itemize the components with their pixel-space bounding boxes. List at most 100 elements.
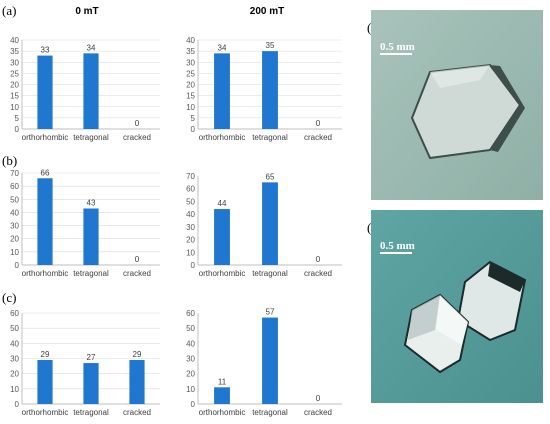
y-tick-label: 10	[10, 248, 19, 257]
y-tick-label: 10	[186, 248, 195, 257]
chart-a-0mt: 0 5 10 15 20 25 30 35 40 33 orthorhombic 34 tetragon…	[10, 36, 160, 142]
y-tick-label: 30	[186, 58, 195, 67]
category-label: cracked	[304, 408, 332, 417]
y-tick-label: 10	[186, 385, 195, 394]
category-label: tetragonal	[252, 133, 288, 142]
data-label: 35	[266, 41, 275, 50]
y-tick-label: 35	[10, 47, 19, 56]
y-tick-label: 70	[186, 172, 195, 181]
crystal-photo-d: 0.5 mm	[371, 10, 543, 200]
y-tick-label: 10	[186, 103, 195, 112]
y-tick-label: 60	[186, 185, 195, 194]
column-title-200mt: 200 mT	[250, 6, 284, 17]
y-tick-label: 20	[186, 236, 195, 245]
category-label: orthorhombic	[22, 269, 69, 278]
y-tick-label: 30	[10, 222, 19, 231]
chart-b-0mt: 0 10 20 30 40 50 60 70 66 orthorhombic 43 tetragona…	[10, 168, 160, 278]
data-label: 33	[41, 46, 50, 55]
category-label: cracked	[123, 133, 151, 142]
y-tick-label: 5	[191, 114, 196, 123]
chart-a-200mt: 0 5 10 15 20 25 30 35 40 34 orthorhombic 35 tetragon…	[186, 36, 342, 142]
category-label: tetragonal	[252, 269, 288, 278]
category-label: cracked	[123, 408, 151, 417]
category-label: cracked	[123, 269, 151, 278]
data-label: 0	[135, 255, 140, 264]
bar-tetragonal	[83, 363, 99, 404]
category-label: cracked	[304, 269, 332, 278]
panel-label-b: (b)	[2, 153, 17, 168]
y-tick-label: 70	[10, 169, 19, 178]
category-label: orthorhombic	[199, 269, 246, 278]
category-label: tetragonal	[252, 408, 288, 417]
y-tick-label: 0	[191, 400, 196, 409]
y-tick-label: 60	[186, 309, 195, 318]
y-tick-label: 25	[10, 69, 19, 78]
bar-orthorhombic	[214, 387, 230, 404]
y-tick-label: 15	[186, 92, 195, 101]
y-tick-label: 30	[10, 58, 19, 67]
y-tick-label: 40	[186, 339, 195, 348]
panel-label-a: (a)	[2, 3, 16, 18]
y-tick-label: 50	[186, 197, 195, 206]
chart-b-200mt: 0 10 20 30 40 50 60 70 44 orthorhombic 65 tetragona…	[186, 172, 342, 278]
y-tick-label: 50	[186, 324, 195, 333]
y-tick-label: 20	[186, 370, 195, 379]
panel-label-c: (c)	[2, 290, 16, 305]
y-tick-label: 20	[10, 370, 19, 379]
y-tick-label: 35	[186, 47, 195, 56]
bar-orthorhombic	[214, 53, 230, 129]
chart-c-200mt: 0 10 20 30 40 50 60 11 orthorhombic 57 tetragonal 0…	[186, 308, 342, 417]
y-tick-label: 40	[186, 36, 195, 45]
bar-tetragonal	[83, 53, 99, 129]
data-label: 29	[41, 350, 50, 359]
data-label: 43	[87, 198, 96, 207]
bar-orthorhombic	[37, 360, 53, 404]
y-tick-label: 0	[15, 400, 20, 409]
data-label: 34	[87, 43, 96, 52]
data-label: 11	[218, 377, 227, 386]
data-label: 0	[316, 394, 321, 403]
bar-orthorhombic	[214, 209, 230, 265]
category-label: orthorhombic	[22, 408, 69, 417]
data-label: 44	[218, 199, 227, 208]
data-label: 66	[41, 168, 50, 177]
crystal-photo-e: 0.5 mm	[371, 210, 543, 403]
category-label: cracked	[304, 133, 332, 142]
y-tick-label: 30	[10, 355, 19, 364]
y-tick-label: 40	[10, 208, 19, 217]
y-tick-label: 50	[10, 324, 19, 333]
data-label: 57	[266, 308, 275, 317]
bar-tetragonal	[83, 208, 99, 265]
chart-c-0mt: 0 10 20 30 40 50 60 29 orthorhombic 27 tetragonal 2…	[10, 309, 160, 417]
y-tick-label: 30	[186, 223, 195, 232]
y-tick-label: 5	[15, 114, 20, 123]
y-tick-label: 0	[15, 125, 20, 134]
data-label: 0	[316, 255, 321, 264]
y-tick-label: 0	[191, 261, 196, 270]
bar-tetragonal	[262, 51, 278, 129]
y-tick-label: 10	[10, 385, 19, 394]
y-tick-label: 20	[186, 81, 195, 90]
y-tick-label: 60	[10, 182, 19, 191]
data-label: 0	[316, 119, 321, 128]
y-tick-label: 30	[186, 355, 195, 364]
y-tick-label: 15	[10, 92, 19, 101]
category-label: orthorhombic	[199, 408, 246, 417]
data-label: 65	[266, 172, 275, 181]
y-tick-label: 0	[191, 125, 196, 134]
y-tick-label: 0	[15, 261, 20, 270]
data-label: 0	[135, 119, 140, 128]
y-tick-label: 40	[186, 210, 195, 219]
column-title-0mt: 0 mT	[75, 6, 98, 17]
category-label: tetragonal	[73, 408, 109, 417]
bar-orthorhombic	[37, 55, 53, 130]
category-label: orthorhombic	[22, 133, 69, 142]
scale-bar-d: 0.5 mm	[380, 41, 415, 53]
y-tick-label: 10	[10, 103, 19, 112]
bar-tetragonal	[262, 317, 278, 404]
bar-cracked	[129, 360, 145, 404]
bar-tetragonal	[262, 182, 278, 265]
scale-bar-e: 0.5 mm	[380, 240, 415, 252]
